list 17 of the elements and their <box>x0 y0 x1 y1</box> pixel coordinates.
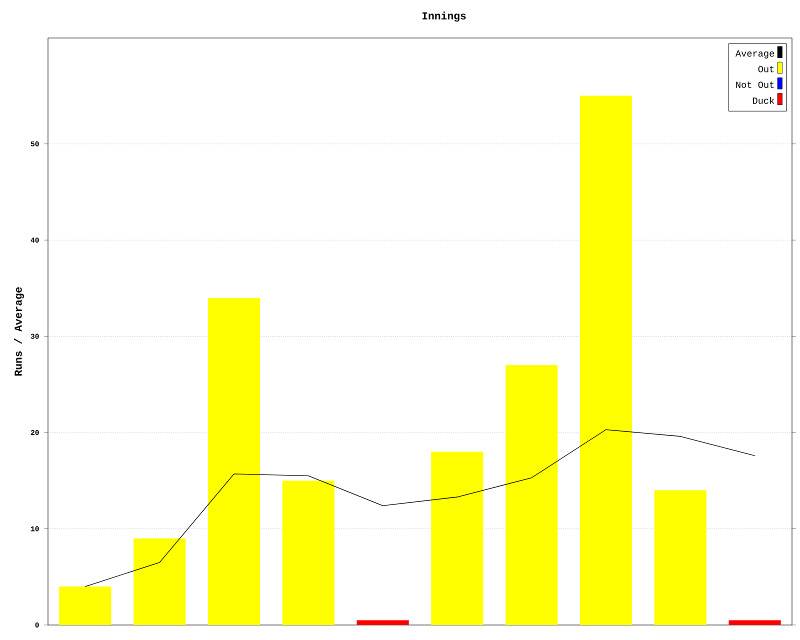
y-axis-title: Runs / Average <box>14 287 24 376</box>
bar <box>282 480 334 626</box>
bar <box>356 620 409 626</box>
line-series <box>84 429 756 587</box>
legend-label: Average <box>735 50 774 58</box>
bar <box>59 586 112 626</box>
bar <box>431 452 484 626</box>
legend-label: Out <box>758 66 774 72</box>
bar <box>134 538 186 626</box>
bar <box>208 298 260 626</box>
bar <box>728 620 781 626</box>
bar <box>506 365 558 626</box>
legend-label: Duck <box>753 97 774 104</box>
legend-label: Not Out <box>736 82 774 88</box>
chart-title: Innings <box>422 12 466 22</box>
bar <box>580 96 632 626</box>
bar <box>654 490 706 626</box>
